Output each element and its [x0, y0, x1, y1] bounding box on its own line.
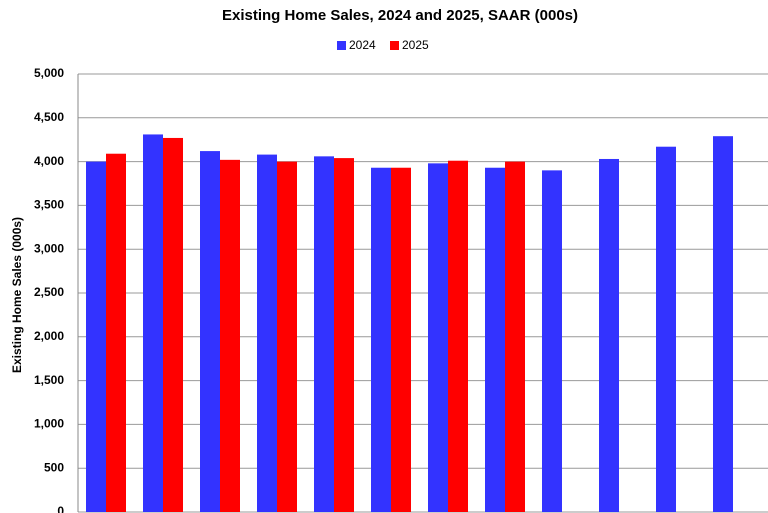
bar — [106, 153, 126, 512]
bar — [257, 154, 277, 513]
y-tick-label: 5,000 — [34, 66, 64, 80]
bar — [163, 137, 183, 512]
bar — [713, 136, 733, 513]
legend-swatch — [337, 41, 346, 50]
y-tick-label: 4,000 — [34, 154, 64, 168]
bar — [391, 167, 411, 512]
y-tick-label: 1,000 — [34, 417, 64, 431]
legend-swatch — [390, 41, 399, 50]
y-tick-label: 1,500 — [34, 373, 64, 387]
y-tick-label: 3,500 — [34, 198, 64, 212]
bar — [200, 151, 220, 512]
y-tick-label: 3,000 — [34, 241, 64, 255]
legend-label: 2024 — [349, 38, 376, 52]
y-tick-label: 2,500 — [34, 285, 64, 299]
bar — [334, 158, 354, 512]
bar — [485, 167, 505, 512]
bar — [371, 167, 391, 512]
bar — [448, 160, 468, 512]
bar — [428, 163, 448, 513]
y-tick-label: 4,500 — [34, 110, 64, 124]
bar — [505, 161, 525, 512]
y-axis-label: Existing Home Sales (000s) — [10, 217, 24, 373]
bar — [542, 170, 562, 513]
bar — [143, 134, 163, 512]
bar — [277, 161, 297, 512]
bar — [656, 146, 676, 512]
y-tick-label: 2,000 — [34, 329, 64, 343]
legend-label: 2025 — [402, 38, 429, 52]
bar — [86, 161, 106, 512]
bar — [314, 156, 334, 512]
chart-title: Existing Home Sales, 2024 and 2025, SAAR… — [222, 7, 578, 24]
bar — [599, 158, 619, 513]
y-tick-label: 0 — [57, 504, 64, 513]
bar — [220, 159, 240, 512]
y-tick-label: 500 — [44, 460, 64, 474]
